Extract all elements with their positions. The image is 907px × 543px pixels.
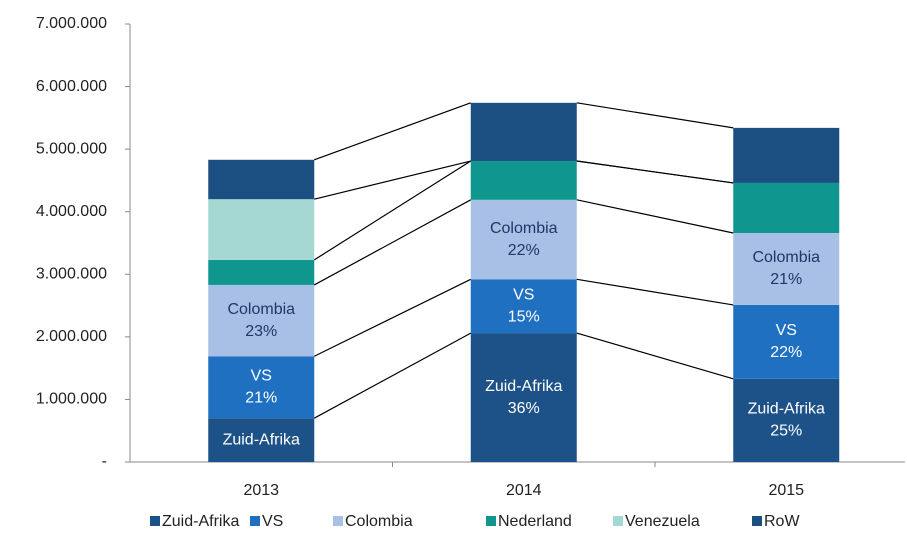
connector	[576, 278, 734, 306]
legend-swatch	[333, 516, 343, 526]
connector	[576, 199, 734, 234]
x-tick-label: 2014	[506, 482, 542, 499]
segment-percent: 25%	[770, 423, 802, 440]
connector	[314, 102, 471, 161]
legend-swatch	[613, 516, 623, 526]
bar-segment	[208, 259, 315, 285]
y-tick-label: 6.000.000	[36, 78, 107, 95]
connector	[313, 160, 472, 261]
y-tick-label: -	[102, 453, 107, 470]
connector	[313, 278, 472, 357]
segment-name: Colombia	[227, 301, 295, 318]
bar-segment	[470, 279, 577, 334]
x-tick-label: 2013	[243, 482, 279, 499]
y-tick-label: 7.000.000	[36, 15, 107, 32]
y-tick-label: 3.000.000	[36, 266, 107, 283]
legend-label: Colombia	[345, 513, 413, 530]
segment-percent: 22%	[508, 242, 540, 259]
segment-percent: 21%	[245, 389, 277, 406]
segment-name: VS	[513, 286, 534, 303]
legend-label: Venezuela	[625, 513, 700, 530]
bar-segment	[733, 378, 840, 462]
bar-segment	[208, 418, 315, 462]
bar-segment	[470, 102, 577, 162]
y-tick-label: 1.000.000	[36, 391, 107, 408]
segment-name: Zuid-Afrika	[223, 431, 300, 448]
bar-segment	[208, 356, 315, 419]
bar-segment	[733, 232, 840, 305]
bar-segment	[733, 182, 840, 233]
segment-name: VS	[776, 322, 797, 339]
y-tick-label: 4.000.000	[36, 203, 107, 220]
y-tick-label: 5.000.000	[36, 140, 107, 157]
y-tick-label: 2.000.000	[36, 328, 107, 345]
legend-swatch	[150, 516, 160, 526]
segment-percent: 23%	[245, 323, 277, 340]
segment-name: Zuid-Afrika	[748, 401, 825, 418]
segment-name: Zuid-Afrika	[485, 378, 562, 395]
bar-segment	[470, 161, 577, 200]
segment-name: Colombia	[490, 220, 558, 237]
segment-percent: 21%	[770, 271, 802, 288]
legend-swatch	[250, 516, 260, 526]
bar-segment	[733, 304, 840, 379]
bar-segment	[208, 284, 315, 357]
bar-segment	[733, 127, 840, 183]
connector	[313, 332, 472, 419]
segment-percent: 15%	[508, 308, 540, 325]
connector	[314, 160, 471, 200]
legend-label: VS	[262, 513, 283, 530]
connector	[576, 332, 734, 380]
connector	[576, 160, 734, 184]
legend-label: Zuid-Afrika	[162, 513, 239, 530]
segment-name: Colombia	[752, 249, 820, 266]
legend-label: RoW	[764, 513, 800, 530]
bar-segment	[470, 333, 577, 462]
bar-segment	[208, 199, 315, 260]
legend-label: Nederland	[498, 513, 572, 530]
segment-name: VS	[251, 367, 272, 384]
segment-percent: 36%	[508, 400, 540, 417]
segment-percent: 22%	[770, 344, 802, 361]
legend-swatch	[486, 516, 496, 526]
connector	[576, 102, 734, 129]
connector	[313, 199, 472, 286]
x-tick-label: 2015	[768, 482, 804, 499]
bar-segment	[208, 159, 315, 200]
bar-segment	[470, 199, 577, 280]
legend-swatch	[752, 516, 762, 526]
